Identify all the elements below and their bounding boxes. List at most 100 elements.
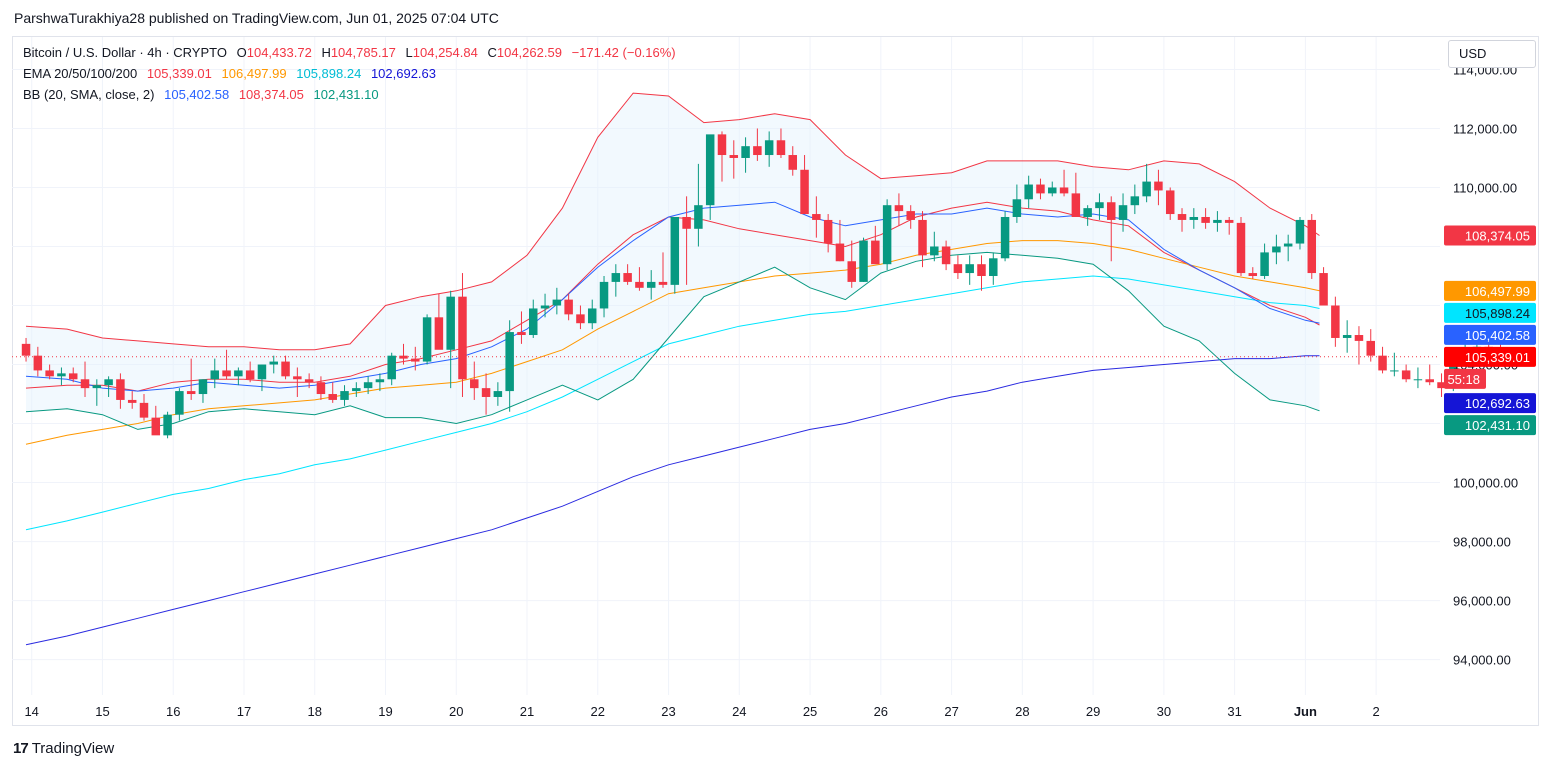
price-axis-tag: [1444, 280, 1536, 301]
price-axis-tag-label: 55:18: [1447, 372, 1480, 387]
x-axis-tick-label: 28: [1015, 704, 1029, 719]
symbol-title[interactable]: Bitcoin / U.S. Dollar · 4h · CRYPTO: [23, 45, 227, 60]
series-line-ema-100: [25, 275, 1320, 531]
candle-body: [1036, 184, 1045, 194]
candle-body: [21, 343, 31, 356]
x-axis-tick-label: 22: [591, 704, 605, 719]
candle-body: [1059, 187, 1069, 194]
price-axis-tag: [1444, 415, 1536, 436]
bb-basis-value: 105,402.58: [164, 87, 230, 102]
candle-body: [894, 205, 904, 212]
candle-body: [493, 391, 503, 397]
price-axis-tag: [1444, 302, 1536, 323]
currency-selector[interactable]: USD: [1448, 40, 1536, 68]
price-axis-tag: [1444, 324, 1536, 345]
candle-body: [245, 370, 255, 380]
ema50-value: 106,497.99: [221, 66, 287, 81]
candle-body: [1024, 184, 1033, 200]
x-axis-tick-label: 17: [237, 704, 251, 719]
candle-body: [776, 140, 786, 156]
candle-body: [1366, 340, 1375, 356]
candle-body: [741, 146, 750, 158]
candle-body: [1272, 246, 1281, 253]
candle-body: [1189, 216, 1199, 220]
candle-body: [812, 214, 821, 220]
candle-body: [210, 370, 220, 380]
candle-body: [1413, 379, 1423, 381]
candle-body: [540, 305, 550, 309]
candle-body: [411, 358, 420, 362]
candle-body: [316, 382, 326, 395]
candle-body: [670, 216, 680, 285]
candle-body: [658, 281, 668, 285]
price-axis-tag-label: 108,374.05: [1465, 228, 1530, 243]
price-axis-tag-label: 102,431.10: [1465, 418, 1530, 433]
candle-body: [1401, 370, 1411, 380]
candle-body: [1095, 202, 1104, 209]
ema100-value: 105,898.24: [296, 66, 362, 81]
candle-body: [646, 281, 656, 288]
candle-body: [1425, 379, 1434, 383]
symbol-legend: Bitcoin / U.S. Dollar · 4h · CRYPTO O104…: [23, 45, 682, 60]
candle-body: [564, 299, 573, 315]
brand-name: TradingView: [31, 740, 115, 757]
candle-body: [871, 240, 880, 265]
candle-body: [1224, 219, 1234, 223]
candle-body: [1000, 216, 1010, 259]
candle-body: [835, 243, 845, 262]
candle-body: [705, 134, 715, 206]
candle-body: [918, 219, 927, 256]
candle-body: [1142, 181, 1151, 197]
tradingview-watermark[interactable]: 17 TradingView: [13, 740, 114, 757]
candle-body: [1248, 273, 1258, 277]
bb-legend[interactable]: BB (20, SMA, close, 2) 105,402.58 108,37…: [23, 87, 385, 102]
candle-body: [882, 205, 892, 265]
x-axis-tick-label: 14: [24, 704, 38, 719]
x-axis-tick-label: 19: [378, 704, 392, 719]
candle-body: [1106, 202, 1116, 220]
x-axis-tick-label: 25: [803, 704, 817, 719]
candle-body: [576, 314, 585, 324]
candle-body: [1071, 193, 1081, 217]
candle-body: [269, 361, 278, 365]
x-axis-tick-label: 27: [944, 704, 958, 719]
candle-body: [800, 169, 809, 215]
candle-body: [635, 281, 644, 288]
candle-body: [753, 146, 762, 156]
candle-body: [611, 273, 621, 282]
x-axis-tick-label: 24: [732, 704, 746, 719]
candle-body: [481, 388, 491, 397]
candle-body: [281, 361, 290, 377]
candle-body: [1012, 199, 1022, 217]
candle-body: [470, 379, 479, 389]
candle-body: [1154, 181, 1163, 191]
publisher-line: ParshwaTurakhiya28 published on TradingV…: [14, 10, 499, 26]
candle-body: [458, 296, 467, 380]
candle-body: [587, 308, 597, 324]
candle-body: [33, 355, 43, 371]
ema200-value: 102,692.63: [370, 66, 437, 81]
x-axis-tick-label: 2: [1373, 704, 1380, 719]
candle-body: [1165, 190, 1175, 215]
candle-body: [175, 391, 184, 415]
candle-body: [328, 394, 337, 400]
candle-body: [1319, 273, 1328, 306]
candle-body: [1213, 219, 1222, 223]
candle-body: [788, 155, 798, 170]
series-line-bb-upper: [25, 92, 1320, 351]
candle-body: [363, 382, 373, 389]
ema-legend[interactable]: EMA 20/50/100/200 105,339.01 106,497.99 …: [23, 66, 442, 81]
close-value: 104,262.59: [496, 45, 562, 60]
close-label: C: [487, 45, 497, 60]
series-line-ema-50: [25, 240, 1320, 445]
candle-body: [1390, 370, 1399, 372]
high-label: H: [321, 45, 331, 60]
x-axis-tick-label: 26: [874, 704, 888, 719]
candle-body: [906, 211, 915, 220]
candle-body: [304, 379, 314, 383]
candle-body: [823, 219, 833, 244]
candle-body: [1083, 208, 1092, 217]
x-axis-tick-label: 23: [661, 704, 675, 719]
candle-body: [847, 261, 856, 282]
